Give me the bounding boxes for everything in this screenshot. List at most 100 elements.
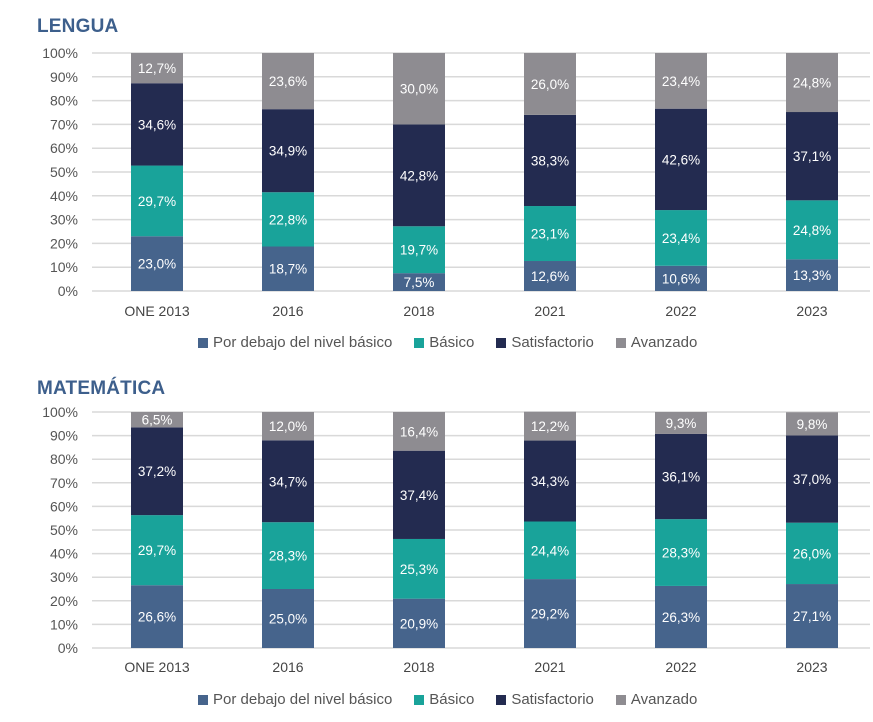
legend-swatch	[615, 337, 626, 348]
bar-segment	[786, 412, 838, 436]
bar-segment	[786, 112, 838, 201]
bar-segment	[262, 522, 314, 589]
bar-segment	[524, 261, 576, 291]
bar-segment	[786, 259, 838, 291]
y-tick-label: 20%	[50, 235, 78, 251]
data-label: 25,3%	[400, 562, 438, 577]
bar-segment	[655, 53, 707, 109]
legend-item: Básico	[414, 691, 474, 708]
data-label: 34,3%	[531, 474, 569, 489]
legend-label: Avanzado	[630, 691, 698, 708]
x-tick-label: 2021	[534, 659, 565, 675]
legend-item: Por debajo del nivel básico	[198, 334, 392, 351]
data-label: 42,6%	[662, 152, 700, 167]
legend-label: Por debajo del nivel básico	[213, 691, 393, 708]
data-label: 10,6%	[662, 271, 700, 286]
x-tick-label: 2022	[665, 303, 696, 319]
bar-segment	[262, 589, 314, 648]
data-label: 24,4%	[531, 543, 569, 558]
y-tick-label: 60%	[50, 140, 78, 156]
data-label: 37,0%	[793, 472, 831, 487]
data-label: 24,8%	[793, 223, 831, 238]
bar-segment	[655, 108, 707, 211]
bar-segment	[131, 236, 183, 291]
bar-segment	[786, 200, 838, 260]
bar-segment	[655, 412, 707, 434]
bar-segment	[524, 411, 576, 441]
legend-label: Básico	[429, 691, 475, 708]
data-label: 34,7%	[269, 474, 307, 489]
data-label: 34,6%	[138, 117, 176, 132]
bar-segment	[262, 192, 314, 247]
x-tick-label: 2021	[534, 303, 565, 319]
data-label: 12,0%	[269, 419, 307, 434]
data-label: 22,8%	[269, 212, 307, 227]
data-label: 24,8%	[793, 76, 831, 91]
data-label: 23,4%	[662, 231, 700, 246]
bar-segment	[393, 273, 445, 291]
legend-label: Satisfactorio	[511, 334, 594, 351]
data-label: 30,0%	[400, 82, 438, 97]
y-tick-label: 40%	[50, 546, 78, 562]
data-label: 12,6%	[531, 269, 569, 284]
bar-segment	[393, 226, 445, 274]
bar-segment	[524, 579, 576, 648]
bar-segment	[786, 522, 838, 585]
legend-item: Por debajo del nivel básico	[198, 691, 392, 708]
legend-label: Básico	[429, 334, 475, 351]
bar-segment	[131, 53, 183, 84]
y-tick-label: 10%	[50, 259, 78, 275]
y-tick-label: 80%	[50, 93, 78, 109]
legend-lengua: Por debajo del nivel básico Básico Satisfa…	[198, 334, 697, 351]
bar-segment	[655, 585, 707, 648]
legend-item: Avanzado	[615, 334, 697, 351]
bar-segment	[393, 450, 445, 539]
bar-segment	[131, 83, 183, 166]
y-tick-label: 50%	[50, 522, 78, 538]
data-label: 25,0%	[269, 612, 307, 627]
data-label: 37,4%	[400, 488, 438, 503]
x-tick-label: ONE 2013	[124, 659, 190, 675]
bar-segment	[786, 584, 838, 648]
chart-title-lengua: LENGUA	[37, 16, 119, 37]
data-label: 9,3%	[666, 416, 697, 431]
data-label: 16,4%	[400, 424, 438, 439]
data-label: 9,8%	[797, 417, 828, 432]
data-label: 29,2%	[531, 607, 569, 622]
legend-swatch	[198, 337, 208, 348]
x-tick-label: 2016	[272, 659, 303, 675]
legend-swatch	[414, 694, 425, 705]
y-tick-label: 0%	[58, 283, 78, 299]
y-tick-label: 50%	[50, 164, 78, 180]
y-tick-label: 40%	[50, 188, 78, 204]
x-tick-label: 2018	[403, 303, 434, 319]
y-tick-label: 80%	[50, 451, 78, 467]
y-tick-label: 30%	[50, 569, 78, 585]
bar-segment	[524, 53, 576, 115]
y-tick-label: 100%	[42, 404, 78, 420]
legend-swatch	[615, 694, 626, 705]
data-label: 28,3%	[269, 549, 307, 564]
data-label: 7,5%	[404, 275, 435, 290]
x-tick-label: 2023	[796, 659, 827, 675]
y-tick-label: 70%	[50, 116, 78, 132]
data-label: 34,9%	[269, 144, 307, 159]
legend-label: Por debajo del nivel básico	[213, 334, 393, 351]
legend-label: Satisfactorio	[511, 691, 594, 708]
bar-segment	[524, 521, 576, 580]
legend-item: Avanzado	[615, 691, 698, 708]
data-label: 36,1%	[662, 470, 700, 485]
bar-segment	[393, 538, 445, 599]
bar-segment	[131, 585, 183, 648]
bar-segment	[393, 598, 445, 648]
bar-segment	[131, 412, 183, 428]
x-tick-label: 2016	[272, 303, 303, 319]
data-label: 26,0%	[793, 546, 831, 561]
bar-segment	[655, 265, 707, 291]
bar-segment	[393, 124, 445, 227]
bar-segment	[786, 53, 838, 113]
data-label: 26,0%	[531, 77, 569, 92]
bar-segment	[131, 515, 183, 586]
y-tick-label: 100%	[42, 45, 78, 61]
